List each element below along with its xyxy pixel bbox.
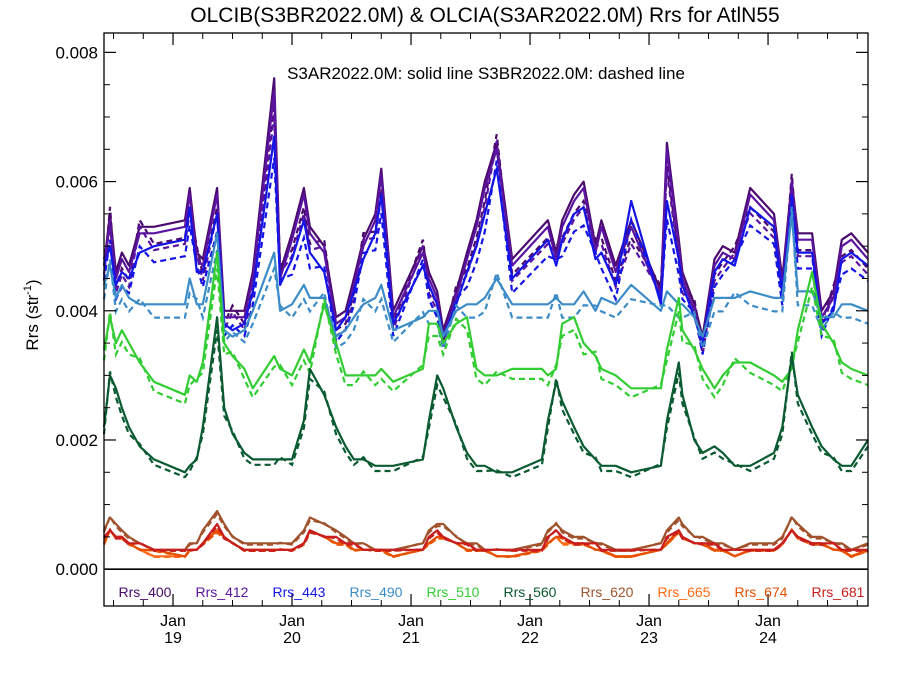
x-tick-month: Jan (636, 613, 662, 630)
axis-layer: 0.0000.0020.0040.0060.008Jan19Jan20Jan21… (55, 33, 868, 647)
series-rrs-560 (102, 316, 869, 479)
series-layer (102, 77, 869, 559)
legend-item-rrs-665: Rrs_665 (658, 584, 711, 600)
series-rrs-510 (102, 251, 869, 405)
plot-frame (103, 32, 869, 607)
legend-item-rrs-443: Rrs_443 (273, 584, 326, 600)
x-tick-month: Jan (755, 613, 781, 630)
x-tick-month: Jan (398, 613, 424, 630)
legend-item-rrs-674: Rrs_674 (735, 584, 788, 600)
series-line-dashed (103, 524, 868, 552)
x-tick-day: 24 (759, 630, 777, 647)
x-tick-day: 19 (164, 630, 182, 647)
y-tick-label: 0.002 (55, 431, 98, 450)
chart-subtitle: S3AR2022.0M: solid line S3BR2022.0M: das… (287, 64, 685, 83)
y-axis-label: Rrs (str-1) (22, 279, 42, 350)
legend-item-rrs-400: Rrs_400 (119, 584, 172, 600)
legend-item-rrs-412: Rrs_412 (196, 584, 249, 600)
legend-item-rrs-490: Rrs_490 (350, 584, 403, 600)
series-line-dashed (102, 511, 869, 553)
legend-item-rrs-620: Rrs_620 (581, 584, 634, 600)
chart-title: OLCIB(S3BR2022.0M) & OLCIA(S3AR2022.0M) … (190, 4, 779, 27)
y-axis-label-exponent: -1 (22, 285, 34, 295)
series-rrs-681 (103, 522, 868, 552)
x-tick-day: 20 (283, 630, 301, 647)
series-line-dashed (102, 329, 869, 479)
legend-item-rrs-560: Rrs_560 (504, 584, 557, 600)
series-line-dashed (102, 268, 869, 405)
y-tick-label: 0.004 (55, 302, 98, 321)
legend-item-rrs-681: Rrs_681 (812, 584, 865, 600)
series-line-dashed (102, 527, 869, 559)
series-line-dashed (102, 102, 869, 349)
series-line-dashed (102, 114, 869, 355)
y-tick-label: 0.008 (55, 43, 98, 62)
x-tick-month: Jan (279, 613, 305, 630)
x-tick-day: 23 (640, 630, 658, 647)
y-axis-label-close: ) (23, 279, 42, 285)
legend-item-rrs-510: Rrs_510 (427, 584, 480, 600)
x-tick-month: Jan (517, 613, 543, 630)
y-tick-label: 0.006 (55, 173, 98, 192)
x-tick-day: 21 (402, 630, 420, 647)
y-tick-label: 0.000 (55, 560, 98, 579)
x-tick-month: Jan (160, 613, 186, 630)
x-tick-day: 22 (521, 630, 539, 647)
series-rrs-674 (102, 527, 869, 559)
legend: Rrs_400 Rrs_412 Rrs_443 Rrs_490 Rrs_510 Rrs_5… (119, 584, 865, 600)
